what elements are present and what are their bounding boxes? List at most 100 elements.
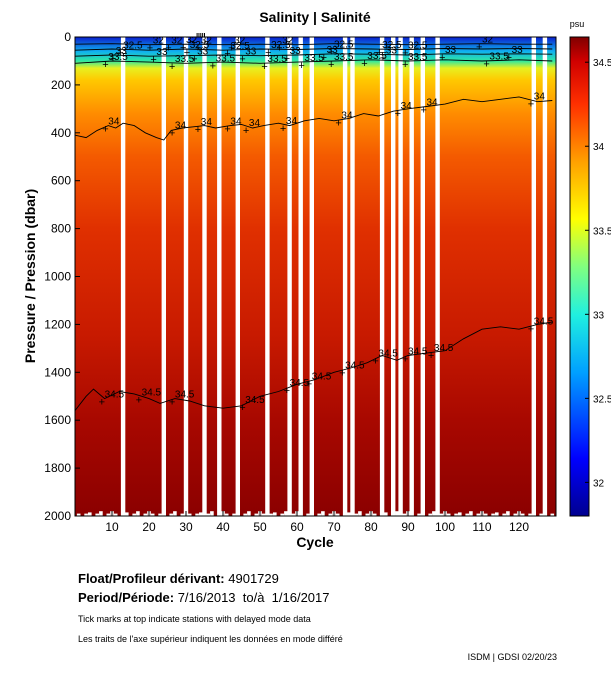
- profile-bottom-gap: [113, 513, 118, 516]
- colorbar-ticks: 32 32.5 33 33.5 34 34.5: [585, 58, 611, 489]
- period-label: Period/Période:: [78, 590, 175, 605]
- contour-label: 33: [386, 46, 398, 57]
- station-marker: +: [261, 61, 267, 73]
- colorbar-tick-label: 32.5: [593, 394, 611, 405]
- x-axis-label: Cycle: [296, 534, 334, 550]
- contour-label: 34.5: [534, 316, 554, 327]
- profile-bottom-gap: [417, 513, 421, 516]
- contour-label: 34.5: [434, 343, 454, 354]
- profile-bottom-gap: [254, 513, 259, 516]
- missing-profile: [287, 37, 292, 516]
- profile-bottom-gap: [132, 513, 136, 516]
- missing-profile: [435, 37, 440, 516]
- station-marker: +: [184, 47, 190, 59]
- station-marker: +: [195, 124, 201, 136]
- profile-bottom-gap: [402, 513, 407, 516]
- profile-bottom-gap: [99, 511, 103, 516]
- delayed-mode-ticks: [196, 33, 205, 37]
- station-marker: +: [376, 47, 382, 59]
- contour-label: 32.5: [382, 40, 402, 51]
- profile-bottom-gap: [520, 513, 525, 516]
- station-marker: +: [150, 54, 156, 66]
- station-marker: +: [276, 42, 282, 54]
- y-axis: 0 200 400 600 800 1000 1200 1400 1600 1800 2000: [44, 30, 80, 523]
- station-marker: +: [284, 385, 290, 397]
- y-tick-label: 600: [51, 174, 71, 188]
- profile-bottom-gap: [365, 513, 370, 516]
- station-marker: +: [328, 46, 334, 58]
- contour-label: 34: [534, 92, 546, 103]
- profile-bottom-gap: [88, 512, 92, 516]
- x-tick-label: 80: [364, 520, 378, 534]
- station-marker: +: [265, 47, 271, 59]
- profile-bottom-gap: [465, 513, 469, 516]
- x-tick-label: 10: [105, 520, 119, 534]
- profile-bottom-gap: [317, 513, 321, 516]
- profile-bottom-gap: [232, 513, 236, 516]
- y-tick-label: 2000: [44, 509, 71, 523]
- y-tick-label: 1000: [44, 270, 71, 284]
- missing-profile: [531, 37, 536, 516]
- contour-label: 33: [445, 45, 457, 56]
- contour-label: 34.5: [408, 347, 428, 358]
- profile-bottom-gap: [458, 512, 462, 516]
- contour-label: 33: [197, 46, 209, 57]
- contour-line: [75, 53, 553, 57]
- contour-label: 33.5: [367, 51, 387, 62]
- contour-line: [75, 43, 553, 46]
- missing-profile: [420, 37, 425, 516]
- salinity-field: [75, 37, 556, 516]
- station-marker: +: [395, 108, 401, 120]
- y-tick-label: 1200: [44, 317, 71, 331]
- note-english: Tick marks at top indicate stations with…: [78, 614, 311, 624]
- y-tick-label: 800: [51, 222, 71, 236]
- station-marker: +: [136, 394, 142, 406]
- x-tick-label: 70: [327, 520, 341, 534]
- profile-bottom-gap: [409, 513, 414, 516]
- contour-line: [75, 48, 553, 51]
- contour-label: 33: [290, 46, 302, 57]
- profile-bottom-gap: [358, 511, 362, 516]
- profile-bottom-gap: [506, 511, 510, 516]
- contour-label: 32: [201, 35, 213, 46]
- station-marker: +: [402, 59, 408, 71]
- profile-bottom-gap: [543, 511, 547, 516]
- profile-bottom-gap: [483, 513, 488, 516]
- profile-bottom-gap: [421, 512, 425, 516]
- profile-bottom-gap: [310, 512, 314, 516]
- contour-label: 34: [175, 121, 187, 132]
- contour-label: 32.5: [408, 40, 428, 51]
- contour-label: 34.5: [142, 387, 162, 398]
- profile-bottom-gap: [95, 513, 99, 516]
- station-marker: +: [239, 53, 245, 65]
- float-label: Float/Profileur dérivant:: [78, 571, 225, 586]
- profile-bottom-gap: [199, 512, 203, 516]
- profile-bottom-gap: [432, 511, 436, 516]
- station-marker: +: [147, 43, 153, 55]
- station-marker: +: [421, 104, 427, 116]
- station-marker: +: [169, 397, 175, 409]
- station-marker: +: [224, 124, 230, 136]
- x-tick-label: 60: [290, 520, 304, 534]
- missing-profile: [120, 37, 126, 516]
- contour-label: 32: [186, 35, 198, 46]
- contour-label: 34: [341, 111, 353, 122]
- station-marker: +: [402, 47, 408, 59]
- station-marker: +: [506, 52, 512, 64]
- profile-bottom-gap: [347, 512, 351, 516]
- contour-label: 33: [116, 46, 128, 57]
- footer-credit: ISDM | GDSI 02/20/23: [467, 652, 557, 662]
- missing-profile: [161, 37, 166, 516]
- y-tick-label: 400: [51, 126, 71, 140]
- contour-label: 32.5: [230, 41, 250, 52]
- missing-profile: [309, 37, 314, 516]
- missing-profile: [298, 37, 303, 516]
- missing-profile: [183, 37, 189, 516]
- profile-bottom-gap: [439, 513, 444, 516]
- x-tick-label: 20: [142, 520, 156, 534]
- profile-bottom-gap: [454, 513, 458, 516]
- station-marker: +: [102, 124, 108, 136]
- profile-bottom-gap: [273, 512, 277, 516]
- profile-bottom-gap: [284, 511, 288, 516]
- station-marker: +: [195, 42, 201, 54]
